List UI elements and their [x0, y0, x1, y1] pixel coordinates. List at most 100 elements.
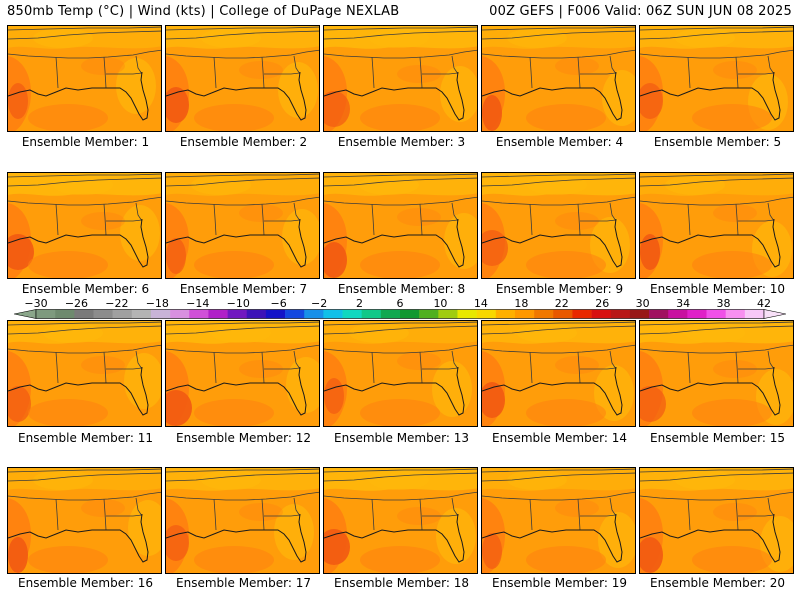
- colorbar-segment: [725, 309, 746, 319]
- ensemble-map-panel: [323, 320, 478, 427]
- colorbar-tick-label: 30: [635, 297, 650, 310]
- colorbar-tick-label: 38: [716, 297, 731, 310]
- ensemble-map-panel: [639, 172, 794, 279]
- ensemble-member-caption: Ensemble Member: 16: [18, 576, 153, 590]
- colorbar-segment: [246, 309, 267, 319]
- colorbar-segment: [208, 309, 228, 319]
- temperature-colorbar: [14, 309, 786, 319]
- colorbar-segment: [93, 309, 113, 319]
- colorbar-segment: [400, 309, 420, 319]
- ensemble-member-caption: Ensemble Member: 5: [653, 135, 782, 149]
- ensemble-member-caption: Ensemble Member: 3: [337, 135, 466, 149]
- colorbar-segment: [629, 309, 650, 319]
- colorbar-segment: [380, 309, 401, 319]
- colorbar-segment: [591, 309, 612, 319]
- ensemble-map-panel: [639, 320, 794, 427]
- colorbar-segment: [572, 309, 592, 319]
- colorbar-segment: [495, 309, 516, 319]
- ensemble-map-panel: [639, 25, 794, 132]
- ensemble-member-caption: Ensemble Member: 19: [492, 576, 627, 590]
- colorbar-tick-label: 10: [433, 297, 448, 310]
- ensemble-member-caption: Ensemble Member: 10: [650, 282, 785, 296]
- ensemble-member-caption: Ensemble Member: 12: [176, 431, 311, 445]
- ensemble-map-panel: [165, 467, 320, 574]
- colorbar-segment: [170, 309, 190, 319]
- colorbar-segment: [419, 309, 439, 319]
- model-valid-time: 00Z GEFS | F006 Valid: 06Z SUN JUN 08 20…: [489, 4, 792, 19]
- colorbar-segment: [514, 309, 535, 319]
- colorbar-segment: [36, 309, 56, 319]
- colorbar-segment: [668, 309, 688, 319]
- colorbar-segment: [227, 309, 248, 319]
- colorbar-segment: [55, 309, 75, 319]
- colorbar-segment: [189, 309, 209, 319]
- colorbar-segment: [476, 309, 497, 319]
- ensemble-map-panel: [639, 467, 794, 574]
- colorbar-segment: [610, 309, 631, 319]
- ensemble-member-caption: Ensemble Member: 7: [179, 282, 308, 296]
- colorbar-tick-label: −18: [145, 297, 169, 310]
- colorbar-tick-label: 14: [473, 297, 488, 310]
- colorbar-segment: [706, 309, 726, 319]
- colorbar-segment: [265, 309, 286, 319]
- ensemble-map-panel: [481, 172, 636, 279]
- colorbar-segment: [744, 309, 765, 319]
- colorbar-tick-label: 26: [595, 297, 610, 310]
- ensemble-member-caption: Ensemble Member: 9: [495, 282, 624, 296]
- colorbar-segment: [112, 309, 133, 319]
- colorbar-segment: [323, 309, 343, 319]
- map-title: 850mb Temp (°C) | Wind (kts) | College o…: [7, 4, 400, 19]
- colorbar-tick-label: 42: [757, 297, 771, 310]
- colorbar-segment: [304, 309, 324, 319]
- ensemble-map-panel: [7, 172, 162, 279]
- ensemble-member-caption: Ensemble Member: 17: [176, 576, 311, 590]
- colorbar-tick-label: −6: [270, 297, 287, 310]
- ensemble-member-caption: Ensemble Member: 6: [21, 282, 150, 296]
- ensemble-map-panel: [7, 467, 162, 574]
- colorbar-segment: [74, 309, 94, 319]
- colorbar-tick-label: 18: [514, 297, 529, 310]
- ensemble-map-panel: [481, 320, 636, 427]
- ensemble-map-panel: [323, 467, 478, 574]
- ensemble-member-caption: Ensemble Member: 1: [21, 135, 150, 149]
- ensemble-map-panel: [165, 25, 320, 132]
- ensemble-member-caption: Ensemble Member: 20: [650, 576, 785, 590]
- colorbar-segment: [285, 309, 305, 319]
- colorbar-tick-label: 22: [554, 297, 569, 310]
- colorbar-tick-label: 34: [676, 297, 691, 310]
- colorbar-tick-label: −14: [186, 297, 210, 310]
- ensemble-member-caption: Ensemble Member: 14: [492, 431, 627, 445]
- colorbar-segment: [438, 309, 458, 319]
- ensemble-member-caption: Ensemble Member: 4: [495, 135, 624, 149]
- colorbar-segment: [687, 309, 707, 319]
- colorbar-tick-label: 2: [356, 297, 364, 310]
- colorbar-right-arrow: [763, 309, 786, 319]
- colorbar-segment: [150, 309, 171, 319]
- colorbar-segment: [553, 309, 573, 319]
- ensemble-map-panel: [323, 25, 478, 132]
- ensemble-member-caption: Ensemble Member: 13: [334, 431, 469, 445]
- ensemble-map-panel: [165, 172, 320, 279]
- colorbar-tick-label: 6: [396, 297, 404, 310]
- colorbar-segment: [457, 309, 477, 319]
- ensemble-member-caption: Ensemble Member: 11: [18, 431, 153, 445]
- colorbar-tick-label: −10: [226, 297, 250, 310]
- ensemble-map-panel: [481, 467, 636, 574]
- colorbar-tick-label: −22: [105, 297, 129, 310]
- colorbar-segment: [361, 309, 382, 319]
- colorbar-segment: [342, 309, 362, 319]
- colorbar-segment: [649, 309, 669, 319]
- ensemble-map-panel: [165, 320, 320, 427]
- colorbar-segment: [131, 309, 152, 319]
- colorbar-tick-label: −30: [24, 297, 48, 310]
- ensemble-map-panel: [7, 320, 162, 427]
- colorbar-tick-label: −2: [311, 297, 328, 310]
- colorbar-left-arrow: [14, 309, 37, 319]
- colorbar-segment: [534, 309, 554, 319]
- ensemble-member-caption: Ensemble Member: 18: [334, 576, 469, 590]
- ensemble-member-caption: Ensemble Member: 15: [650, 431, 785, 445]
- ensemble-map-panel: [323, 172, 478, 279]
- colorbar-tick-label: −26: [64, 297, 89, 310]
- ensemble-member-caption: Ensemble Member: 2: [179, 135, 308, 149]
- ensemble-member-caption: Ensemble Member: 8: [337, 282, 466, 296]
